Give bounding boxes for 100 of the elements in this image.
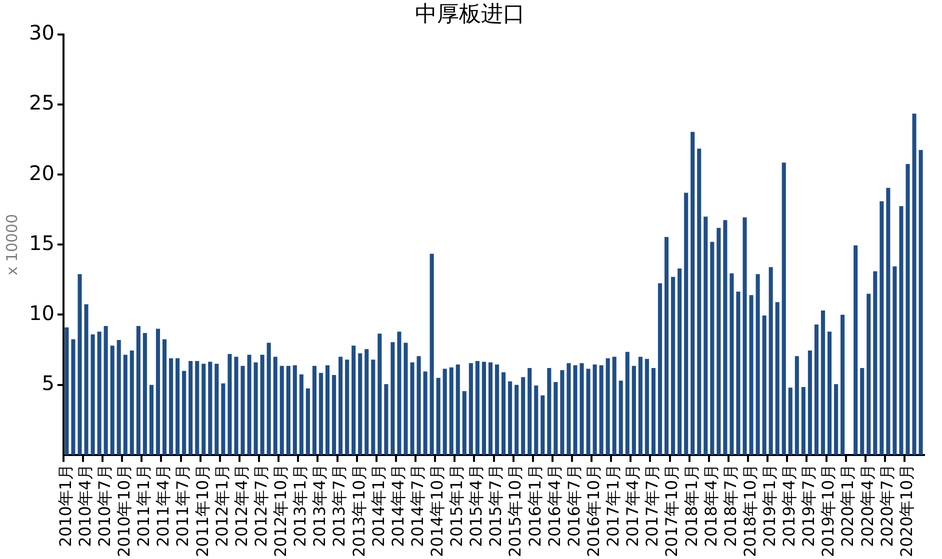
x-tick-label: 2016年1月 <box>525 464 544 547</box>
bar <box>494 364 500 455</box>
x-tick-label: 2014年1月 <box>368 464 388 547</box>
x-tick-label: 2010年7月 <box>94 464 114 547</box>
bar <box>260 354 264 455</box>
bar <box>221 383 226 455</box>
bar <box>345 360 350 455</box>
x-tick-label: 2017年4月 <box>623 464 642 547</box>
y-tick-label: 5 <box>42 371 54 396</box>
bar <box>325 365 330 455</box>
bar <box>554 382 558 455</box>
bar <box>266 342 271 455</box>
bar <box>475 361 480 455</box>
x-tick-label: 2011年4月 <box>154 464 173 547</box>
bar <box>892 266 897 455</box>
bar <box>742 217 747 455</box>
bar <box>97 332 102 455</box>
bar <box>782 162 786 455</box>
bar <box>547 368 552 455</box>
bar <box>312 366 316 455</box>
bar <box>280 366 284 455</box>
bar <box>736 292 740 455</box>
bar <box>208 362 212 455</box>
bar <box>801 386 806 455</box>
bar <box>625 352 630 455</box>
x-tick-label: 2011年10月 <box>192 464 212 557</box>
bar <box>358 353 362 455</box>
bar <box>612 356 616 455</box>
bar <box>156 328 160 455</box>
bar <box>866 294 871 455</box>
bar <box>528 368 532 455</box>
x-tick-label: 2018年4月 <box>701 464 720 547</box>
bar <box>462 391 466 455</box>
x-tick-label: 2013年4月 <box>310 464 330 547</box>
x-tick-label: 2020年7月 <box>877 464 896 547</box>
bar <box>540 395 545 455</box>
bar <box>136 326 140 455</box>
bar <box>906 164 910 455</box>
bar <box>188 361 193 455</box>
x-tick-label: 2012年10月 <box>271 464 290 557</box>
bar <box>814 324 818 455</box>
bar <box>502 372 506 455</box>
bar <box>71 339 76 455</box>
bar <box>534 386 538 455</box>
x-tick-label: 2019年10月 <box>818 464 838 557</box>
bar <box>234 356 238 455</box>
y-tick-label: 10 <box>28 300 54 325</box>
bar <box>176 358 180 455</box>
bar <box>247 354 252 455</box>
y-tick-label: 20 <box>28 160 54 185</box>
bar <box>78 274 82 455</box>
x-tick-label: 2011年1月 <box>134 464 154 547</box>
bar <box>449 367 454 455</box>
bar <box>521 377 526 455</box>
bar <box>704 216 708 455</box>
bar <box>768 267 773 455</box>
bar <box>286 366 290 455</box>
bar <box>671 276 676 455</box>
x-tick-label: 2020年4月 <box>858 464 877 547</box>
x-tick-label: 2018年10月 <box>740 464 760 557</box>
bar <box>214 364 219 455</box>
bar <box>488 362 493 455</box>
bar <box>228 354 232 455</box>
bar <box>116 340 121 455</box>
bar <box>273 356 278 455</box>
x-tick-label: 2017年10月 <box>662 464 682 557</box>
bar <box>162 339 167 455</box>
x-tick-label: 2010年4月 <box>75 464 94 547</box>
x-tick-label: 2014年7月 <box>408 464 427 547</box>
bar <box>182 370 186 455</box>
bar <box>397 332 402 455</box>
bar <box>240 366 245 455</box>
bar <box>618 380 623 455</box>
y-axis-title: x 10000 <box>2 214 21 276</box>
chart-title: 中厚板进口 <box>415 2 525 27</box>
bar <box>482 362 486 455</box>
x-tick-label: 2015年4月 <box>466 464 486 547</box>
bar <box>827 332 832 455</box>
bar <box>580 363 584 455</box>
bar <box>762 315 766 455</box>
bar <box>104 326 108 455</box>
bar <box>169 358 174 455</box>
bar <box>880 201 884 455</box>
bar <box>638 356 642 455</box>
bar <box>202 364 206 455</box>
bar <box>788 388 792 455</box>
x-tick-label: 2018年1月 <box>682 464 701 547</box>
x-tick-label: 2017年1月 <box>604 464 623 547</box>
bar <box>918 150 923 455</box>
bar <box>410 362 414 455</box>
x-tick-label: 2019年7月 <box>799 464 818 547</box>
bar <box>606 358 610 455</box>
bar <box>723 220 728 455</box>
bar <box>390 342 395 455</box>
bar <box>423 372 428 455</box>
bar <box>749 295 754 455</box>
bar <box>573 365 578 455</box>
x-tick-label: 2017年7月 <box>642 464 662 547</box>
bar <box>684 192 688 455</box>
bar <box>332 375 336 455</box>
